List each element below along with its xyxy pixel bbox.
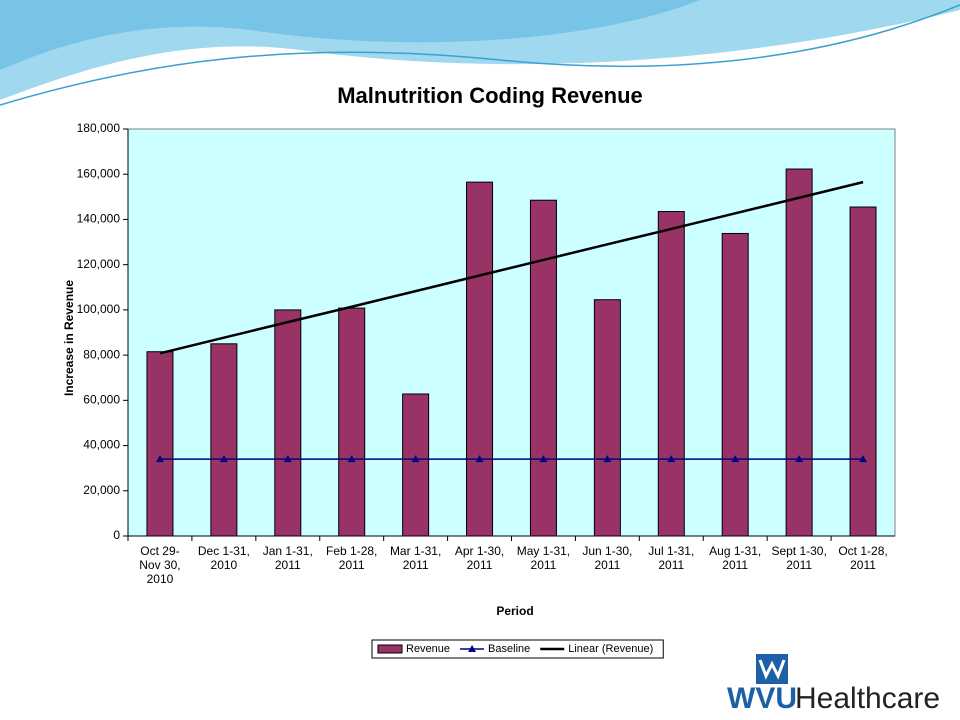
- bar: [338, 307, 366, 537]
- marker: [859, 455, 868, 463]
- header-line: [0, 4, 960, 106]
- bar: [593, 299, 621, 537]
- legend-label: Revenue: [406, 643, 450, 655]
- x-tick-label: Dec 1-31, 2010: [197, 544, 250, 572]
- marker: [155, 455, 164, 463]
- marker: [731, 455, 740, 463]
- marker: [603, 455, 612, 463]
- legend-swatch: [377, 644, 403, 654]
- marker: [347, 455, 356, 463]
- x-tick-label: May 1-31, 2011: [516, 544, 571, 572]
- x-tick-label: Apr 1-30, 2011: [454, 544, 505, 572]
- x-tick-label: Sept 1-30, 2011: [771, 544, 827, 572]
- marker: [539, 455, 548, 463]
- logo-brand: WVU: [727, 682, 797, 715]
- marker: [219, 455, 228, 463]
- legend-label: Baseline: [488, 643, 530, 655]
- x-tick-label: Mar 1-31, 2011: [389, 544, 442, 572]
- y-tick-label: 20,000: [83, 483, 120, 497]
- legend-box: [371, 639, 664, 659]
- bar: [274, 309, 302, 537]
- x-axis-label: Period: [496, 604, 533, 618]
- header-wave: [0, 0, 700, 70]
- marker: [411, 455, 420, 463]
- y-tick-label: 100,000: [77, 302, 121, 316]
- chart-title: Malnutrition Coding Revenue: [337, 83, 643, 108]
- line: [159, 180, 864, 355]
- bar: [529, 199, 557, 537]
- y-tick-label: 60,000: [83, 393, 120, 407]
- y-tick-label: 0: [113, 528, 120, 542]
- x-tick-label: Jun 1-30, 2011: [582, 544, 633, 572]
- legend-label: Linear (Revenue): [568, 643, 653, 655]
- marker: [475, 455, 484, 463]
- x-tick-label: Oct 29- Nov 30, 2010: [139, 544, 181, 586]
- x-tick-label: Jul 1-31, 2011: [648, 544, 695, 572]
- bar: [466, 181, 494, 537]
- logo-box: [720, 650, 928, 718]
- marker: [667, 455, 676, 463]
- y-tick-label: 140,000: [77, 212, 121, 226]
- legend-swatch: [468, 645, 477, 652]
- x-tick-label: Jan 1-31, 2011: [262, 544, 313, 572]
- bar: [657, 211, 685, 537]
- y-tick-label: 180,000: [77, 121, 121, 135]
- bar: [402, 393, 430, 537]
- logo-icon: [758, 659, 786, 680]
- y-tick-label: 160,000: [77, 166, 121, 180]
- marker: [795, 455, 804, 463]
- y-axis-label: Increase in Revenue: [62, 280, 76, 396]
- x-tick-label: Aug 1-31, 2011: [709, 544, 762, 572]
- x-tick-label: Oct 1-28, 2011: [838, 544, 888, 572]
- y-tick-label: 40,000: [83, 438, 120, 452]
- y-tick-label: 80,000: [83, 347, 120, 361]
- marker: [283, 455, 292, 463]
- bar: [785, 168, 813, 537]
- logo-icon: [756, 654, 788, 684]
- logo-name: Healthcare: [795, 682, 940, 715]
- bar: [146, 351, 174, 537]
- bar: [849, 206, 877, 537]
- bar: [210, 343, 238, 537]
- x-tick-label: Feb 1-28, 2011: [326, 544, 378, 572]
- bar: [721, 232, 749, 537]
- y-tick-label: 120,000: [77, 257, 121, 271]
